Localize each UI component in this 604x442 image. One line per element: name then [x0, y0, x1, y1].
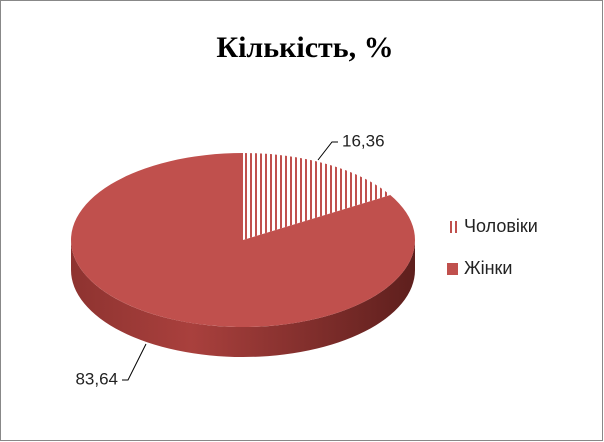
- legend-swatch: [447, 221, 458, 233]
- pie-slice: [71, 153, 416, 327]
- legend-label: Чоловіки: [464, 216, 538, 236]
- leader-line: [122, 343, 147, 381]
- leader-line: [317, 141, 338, 161]
- data-label: 16,36: [342, 131, 385, 150]
- data-label: 83,64: [75, 369, 118, 388]
- pie-slice: [243, 153, 391, 240]
- legend-label: Жінки: [464, 258, 513, 278]
- legend-swatch: [447, 263, 458, 275]
- pie-side: [71, 240, 415, 357]
- chart-title: Кількість, %: [216, 31, 393, 64]
